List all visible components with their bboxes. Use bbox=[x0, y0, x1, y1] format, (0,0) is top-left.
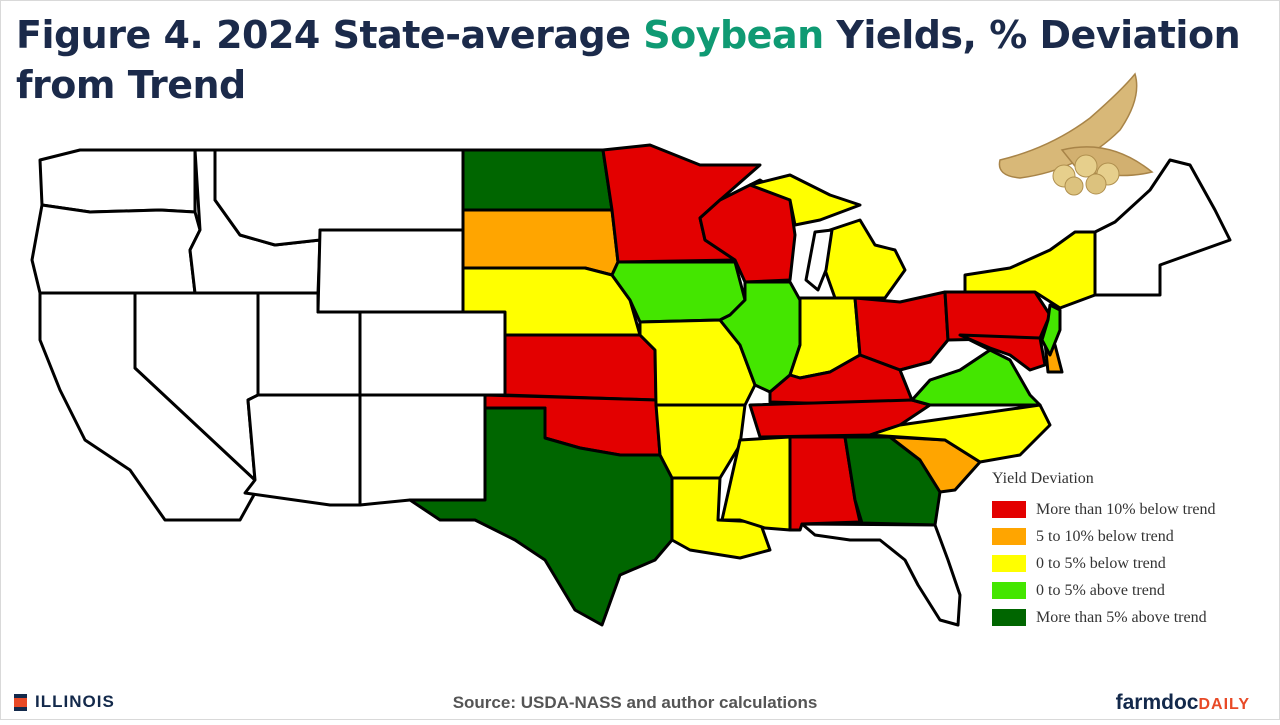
state-new-mexico bbox=[358, 393, 487, 507]
legend-label: 0 to 5% above trend bbox=[1036, 581, 1165, 599]
state-texas bbox=[408, 406, 674, 627]
state-wisconsin bbox=[698, 178, 797, 284]
state-colorado bbox=[358, 310, 507, 397]
page-title: Figure 4. 2024 State-average Soybean Yie… bbox=[16, 10, 1246, 110]
state-michigan bbox=[823, 218, 907, 300]
state-kansas bbox=[503, 333, 658, 402]
state-michigan-upper bbox=[748, 173, 862, 227]
legend-swatch bbox=[992, 528, 1026, 545]
legend-item: More than 10% below trend bbox=[992, 496, 1262, 523]
farmdoc-wordmark: farmdoc bbox=[1115, 691, 1199, 714]
legend-swatch bbox=[992, 501, 1026, 518]
legend-swatch bbox=[992, 609, 1026, 626]
legend-swatch bbox=[992, 582, 1026, 599]
source-note: Source: USDA-NASS and author calculation… bbox=[452, 693, 818, 712]
state-south-dakota bbox=[461, 208, 620, 277]
state-new-jersey bbox=[1040, 303, 1062, 357]
legend-title: Yield Deviation bbox=[992, 470, 1094, 487]
title-pre: Figure 4. 2024 State-average bbox=[16, 13, 644, 57]
state-maryland bbox=[958, 333, 1047, 372]
state-florida bbox=[800, 522, 962, 627]
illinois-wordmark: ILLINOIS bbox=[35, 692, 115, 711]
state-north-dakota bbox=[461, 148, 614, 212]
state-louisiana bbox=[670, 476, 772, 560]
daily-wordmark: DAILY bbox=[1198, 696, 1250, 713]
title-accent: Soybean bbox=[643, 13, 824, 57]
state-new-england bbox=[1093, 158, 1232, 297]
block-i-icon bbox=[14, 693, 27, 711]
farmdoc-logo: farmdocDAILY bbox=[1116, 691, 1250, 715]
title-post: Yields, % Deviation from Trend bbox=[16, 13, 1241, 107]
illinois-logo: ILLINOIS bbox=[14, 692, 115, 712]
state-wyoming bbox=[316, 228, 465, 314]
state-oregon bbox=[30, 203, 202, 295]
state-west-virginia bbox=[898, 333, 992, 402]
legend-item: 5 to 10% below trend bbox=[992, 523, 1262, 550]
legend-swatch bbox=[992, 555, 1026, 572]
state-arkansas bbox=[654, 403, 747, 480]
legend-item: More than 5% above trend bbox=[992, 604, 1262, 631]
soybean-image bbox=[998, 72, 1154, 196]
legend-label: More than 5% above trend bbox=[1036, 608, 1207, 626]
legend-item: 0 to 5% above trend bbox=[992, 577, 1262, 604]
state-illinois bbox=[718, 280, 802, 394]
state-arizona bbox=[243, 393, 362, 507]
legend-label: 5 to 10% below trend bbox=[1036, 527, 1174, 545]
state-north-carolina bbox=[868, 403, 1052, 464]
legend-item: 0 to 5% below trend bbox=[992, 550, 1262, 577]
state-washington bbox=[38, 148, 197, 214]
state-pennsylvania bbox=[943, 290, 1052, 342]
legend-label: More than 10% below trend bbox=[1036, 500, 1216, 518]
legend-label: 0 to 5% below trend bbox=[1036, 554, 1166, 572]
legend: Yield Deviation More than 10% below tren… bbox=[992, 470, 1262, 631]
lake-michigan bbox=[804, 228, 834, 292]
